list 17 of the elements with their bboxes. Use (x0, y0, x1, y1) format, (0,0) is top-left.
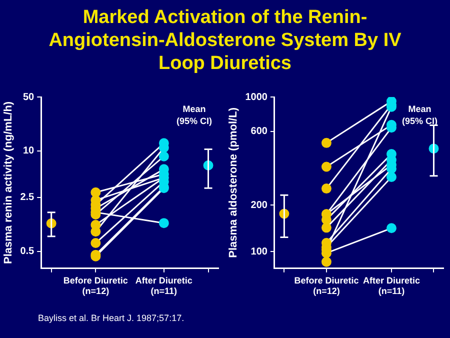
y-tick-label: 1000 (245, 92, 268, 103)
y-tick-label: 200 (250, 200, 268, 211)
y-tick-label: 10 (22, 146, 35, 157)
text: Bayliss et al. Br Heart J. 1987;57:17. (38, 313, 184, 323)
annotation: Mean (95% CI) (176, 104, 212, 126)
x-tick-label: After Diuretic (n=11) (362, 275, 420, 296)
y-tick-label: 2.5 (20, 192, 35, 204)
y-tick-label: 0.5 (20, 246, 35, 258)
x-tick-label: Before Diuretic (n=12) (294, 275, 359, 296)
chart-title: Marked Activation of the Renin-Angiotensin-Aldosterone System By IV Loop Diuretics (48, 6, 402, 75)
y-tick-label: 600 (250, 126, 268, 138)
y-axis-title: Plasma aldosterone (pmol/L) (228, 107, 240, 258)
x-tick-label: After Diuretic (n=11) (135, 275, 192, 296)
x-tick-label: Before Diuretic (n=12) (63, 275, 128, 296)
y-tick-label: 100 (250, 246, 268, 258)
y-tick-label: 50 (22, 92, 35, 103)
y-axis-title: Plasma renin activity (ng/mL/h) (2, 101, 15, 264)
